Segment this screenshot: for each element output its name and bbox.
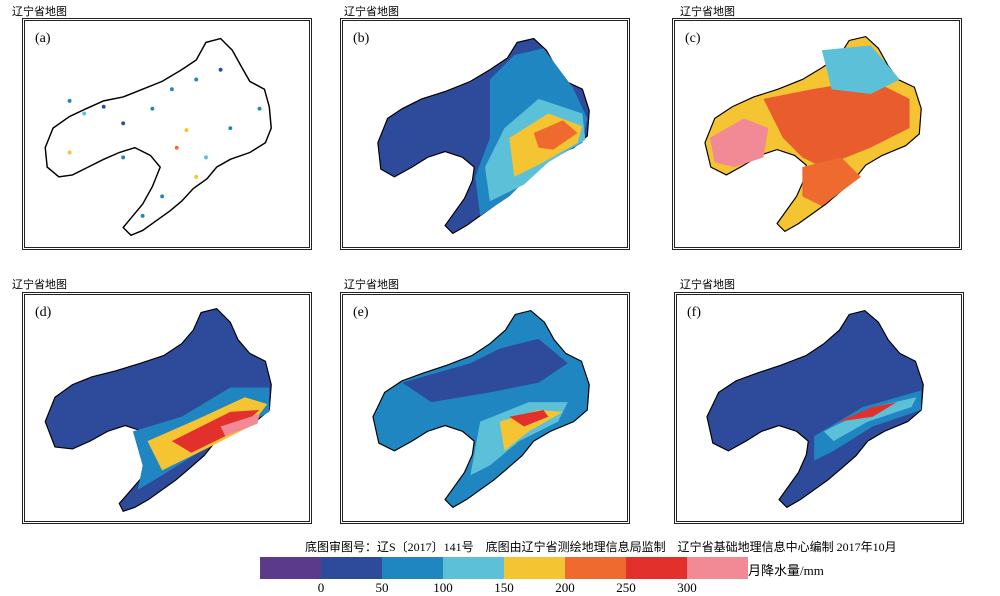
panel-e-label: (e) [353,305,369,320]
colorbar-segment-2 [382,557,443,579]
map-a-svg [44,37,272,237]
map-panel-e: (e) [340,292,630,524]
liaoning-outline [44,37,272,237]
panel-f-header: 辽宁省地图 [680,278,735,291]
map-d-svg [44,307,272,512]
colorbar-segment-3 [443,557,504,579]
panel-c-header: 辽宁省地图 [680,5,735,18]
map-panel-c: (c) [672,18,962,250]
colorbar-tick-200: 200 [555,580,575,595]
panel-e-header: 辽宁省地图 [344,278,399,291]
colorbar-tick-50: 50 [375,580,389,595]
panel-c-label: (c) [685,31,701,46]
map-f-svg [706,309,924,509]
panel-d-header: 辽宁省地图 [12,278,67,291]
map-panel-b: (b) [340,18,630,250]
map-b-svg [377,37,590,235]
colorbar-tick-150: 150 [494,580,514,595]
colorbar-segment-7 [687,557,748,579]
colorbar-segment-0 [260,557,321,579]
map-e-svg [372,309,590,509]
panel-a-header: 辽宁省地图 [12,5,67,18]
panel-a-label: (a) [35,31,51,46]
colorbar-tick-100: 100 [433,580,453,595]
colorbar-segment-6 [626,557,687,579]
colorbar-tick-0: 0 [317,580,325,595]
map-panel-f: (f) [674,292,964,524]
colorbar-segment-5 [565,557,626,579]
panel-b-label: (b) [353,31,370,46]
map-c-svg [704,35,922,233]
panel-d-label: (d) [35,305,52,320]
colorbar-segment-4 [504,557,565,579]
map-panel-a: (a) [22,18,312,250]
colorbar-tick-300: 300 [677,580,697,595]
colorbar-segment-1 [321,557,382,579]
map-panel-d: (d) [22,292,312,524]
station-dots [67,67,262,218]
colorbar-tick-250: 250 [616,580,636,595]
colorbar-unit: 月降水量/mm [748,563,824,578]
panel-f-label: (f) [687,305,701,320]
panel-b-header: 辽宁省地图 [344,5,399,18]
map-credits: 底图审图号：辽S〔2017〕141号 底图由辽宁省测绘地理信息局监制 辽宁省基础… [305,540,897,554]
